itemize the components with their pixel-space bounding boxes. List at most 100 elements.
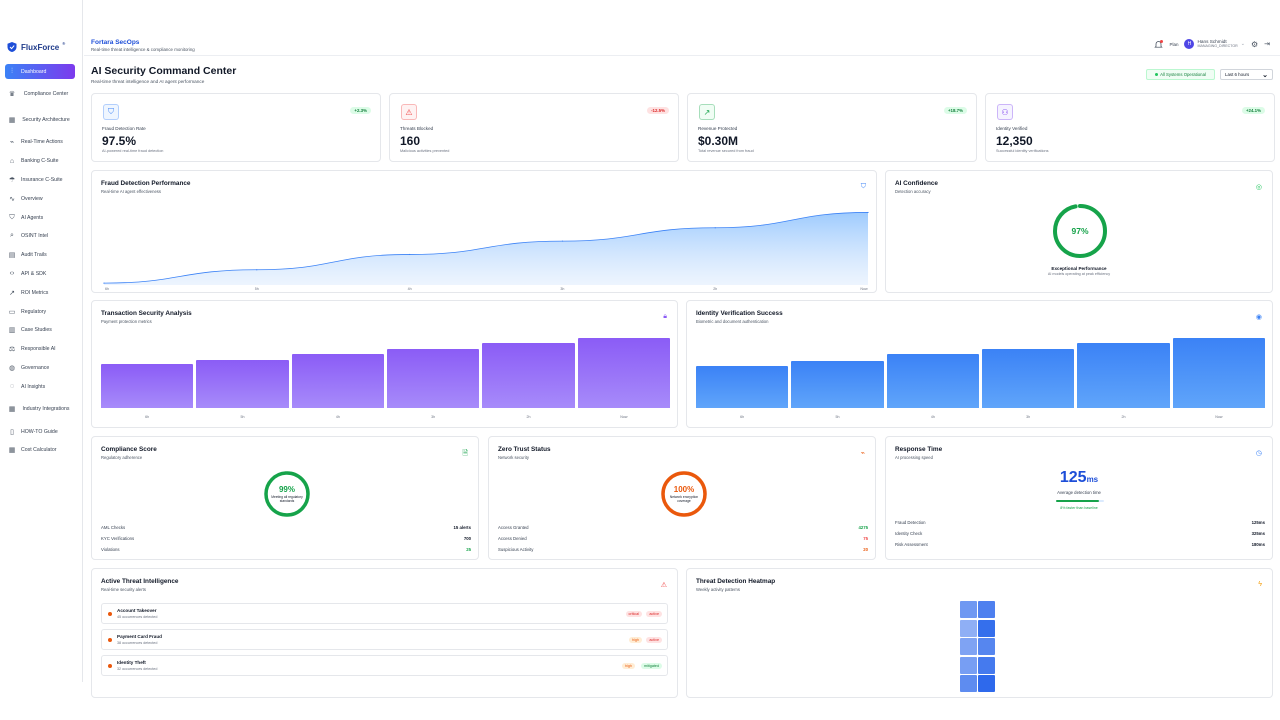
heatmap-cell[interactable] bbox=[960, 656, 977, 674]
sidebar-item-dashboard[interactable]: ⫶ Dashboard bbox=[5, 64, 75, 79]
metric-label: Access Denied bbox=[498, 535, 527, 541]
kpi-value: $0.30M bbox=[698, 134, 739, 148]
x-tick-label: 3h bbox=[560, 287, 565, 291]
bar bbox=[482, 343, 575, 408]
metric-label: Identity Check bbox=[895, 530, 923, 536]
severity-badge: high bbox=[629, 637, 642, 643]
x-tick-label: 6h bbox=[105, 287, 109, 291]
metric-label: KYC Verifications bbox=[101, 535, 135, 541]
sidebar-item-regulatory[interactable]: ▭ Regulatory bbox=[5, 302, 75, 321]
sidebar-item-roi-metrics[interactable]: ↗ ROI Metrics bbox=[5, 283, 75, 302]
x-tick-label: 3h bbox=[431, 415, 436, 419]
sidebar-item-api-sdk[interactable]: ‹› API & SDK bbox=[5, 265, 75, 284]
metric-value: 700 bbox=[463, 535, 471, 541]
sidebar-item-banking-c-suite[interactable]: ⌂ Banking C-Suite bbox=[5, 152, 75, 171]
status-text: All Systems Operational bbox=[1160, 72, 1206, 77]
sidebar-item-label: Responsible AI bbox=[21, 346, 56, 353]
response-value: 125 bbox=[1059, 469, 1087, 486]
x-tick-label: 2h bbox=[526, 415, 531, 419]
threat-dot bbox=[108, 664, 112, 668]
system-status-badge: All Systems Operational bbox=[1146, 69, 1215, 80]
time-range-select[interactable]: Last 6 hours ⌄ bbox=[1220, 69, 1273, 80]
building-icon: ▦ bbox=[8, 116, 16, 124]
warning-icon: ⚠ bbox=[401, 104, 417, 120]
threat-row[interactable]: Identity Theft 32 occurrences detected mit… bbox=[101, 655, 668, 676]
metric-value: 180ms bbox=[1251, 541, 1265, 547]
page-subtitle: Real-time threat intelligence and AI age… bbox=[91, 79, 205, 84]
heatmap-cell[interactable] bbox=[960, 638, 977, 655]
sidebar-item-insurance-c-suite[interactable]: ☂ Insurance C-Suite bbox=[5, 171, 75, 190]
eye-icon: ◉ bbox=[1255, 314, 1262, 321]
kpi-sub: Malicious activities prevented bbox=[400, 149, 450, 153]
kpi-value: 97.5% bbox=[102, 134, 137, 148]
gear-icon[interactable]: ⚙ bbox=[1250, 39, 1259, 49]
plan-label[interactable]: Plan bbox=[1169, 41, 1179, 47]
threat-row[interactable]: Account Takeover 45 occurrences detected a… bbox=[101, 603, 668, 624]
area-line bbox=[103, 212, 869, 284]
logout-icon[interactable]: ⇥ bbox=[1264, 41, 1270, 48]
crown-icon: ♛ bbox=[8, 90, 16, 98]
bar bbox=[196, 359, 289, 408]
card-title: Zero Trust Status bbox=[498, 446, 551, 453]
x-tick-label: Now bbox=[620, 415, 628, 419]
lock-icon: 🔒︎ bbox=[663, 313, 667, 320]
chevron-down-icon: ⌄ bbox=[1262, 71, 1268, 79]
sidebar-item-label: Overview bbox=[21, 195, 43, 202]
zero-trust-caption: Network encryption coverage bbox=[669, 495, 699, 503]
heatmap-cell[interactable] bbox=[978, 656, 995, 674]
sidebar-item-governance[interactable]: ◍ Governance bbox=[5, 359, 75, 378]
heatmap-cell[interactable] bbox=[978, 619, 995, 637]
sidebar-item-case-studies[interactable]: ▥ Case Studies bbox=[5, 321, 75, 340]
transaction-bar-chart: 6h 5h 4h 3h 2h Now bbox=[101, 335, 670, 419]
card-subtitle: Detection accuracy bbox=[895, 189, 931, 194]
clock-icon: ◷ bbox=[1255, 450, 1262, 457]
sidebar-item-overview[interactable]: ∿ Overview bbox=[5, 189, 75, 208]
response-note: 8% faster than baseline bbox=[1060, 506, 1098, 510]
metric-row: Fraud Detection 125ms bbox=[895, 520, 1265, 525]
card-subtitle: Payment protection metrics bbox=[101, 319, 152, 324]
sidebar-item-responsible-ai[interactable]: ⚖ Responsible AI bbox=[5, 340, 75, 359]
org-brand[interactable]: Fortara SecOps Real-time threat intellig… bbox=[91, 39, 195, 52]
heatmap-cell[interactable] bbox=[978, 601, 995, 618]
compliance-score-card: Compliance Score Regulatory adherence 🗎︎… bbox=[91, 436, 479, 560]
sidebar-item-compliance-center[interactable]: ♛ Compliance Center bbox=[5, 81, 75, 107]
metric-label: Fraud Detection bbox=[895, 520, 926, 525]
heatmap-cell[interactable] bbox=[978, 638, 995, 655]
threat-dot bbox=[108, 612, 112, 616]
sidebar-item-real-time-actions[interactable]: ⌁ Real-Time Actions bbox=[5, 133, 75, 152]
x-tick-label: 2h bbox=[1121, 415, 1126, 419]
sidebar-item-how-to-guide[interactable]: ▯ HOW-TO Guide bbox=[5, 422, 75, 441]
kpi-label: Threats Blocked bbox=[400, 126, 434, 131]
sidebar-item-label: Security Architecture bbox=[22, 116, 70, 123]
sidebar-item-audit-trails[interactable]: ▤ Audit Trails bbox=[5, 246, 75, 265]
shield-icon: ⛉ bbox=[860, 183, 866, 190]
page-title: AI Security Command Center bbox=[91, 65, 237, 77]
pulse-icon: ∿ bbox=[9, 195, 15, 203]
sidebar-item-industry-integrations[interactable]: ▦ Industry Integrations bbox=[5, 396, 75, 422]
response-unit: ms bbox=[1086, 475, 1099, 484]
user-menu[interactable]: H Hans Schmidt MANAGING_DIRECTOR ⌄ bbox=[1184, 39, 1245, 49]
logo[interactable]: FluxForce ® bbox=[6, 41, 65, 53]
threat-row[interactable]: Payment Card Fraud 38 occurrences detecte… bbox=[101, 629, 668, 650]
sidebar-item-label: ROI Metrics bbox=[21, 289, 49, 296]
bar bbox=[791, 360, 884, 408]
notification-bell-icon[interactable] bbox=[1154, 39, 1164, 49]
sidebar-item-security-architecture[interactable]: ▦ Security Architecture bbox=[5, 107, 75, 133]
heatmap-cell[interactable] bbox=[978, 675, 995, 692]
sidebar-item-osint-intel[interactable]: ⌕ OSINT Intel bbox=[5, 227, 75, 246]
heatmap-cell[interactable] bbox=[960, 601, 977, 618]
bar bbox=[291, 353, 384, 408]
sidebar-item-cost-calculator[interactable]: ▦ Cost Calculator bbox=[5, 441, 75, 460]
logo-mark: ® bbox=[62, 41, 66, 46]
status-badge: mitigated bbox=[641, 663, 662, 669]
building-icon: ▦ bbox=[8, 405, 16, 413]
heatmap-cell[interactable] bbox=[960, 675, 977, 692]
metric-row: Risk Assessment 180ms bbox=[895, 542, 1265, 547]
sidebar-item-ai-agents[interactable]: ⛉ AI Agents bbox=[5, 208, 75, 227]
heatmap-cell[interactable] bbox=[960, 619, 977, 637]
card-title: Threat Detection Heatmap bbox=[696, 578, 776, 585]
card-subtitle: Real-time security alerts bbox=[101, 587, 146, 592]
fraud-performance-card: Fraud Detection Performance Real-time AI… bbox=[91, 170, 877, 293]
response-time-card: Response Time AI processing speed ◷ 125m… bbox=[885, 436, 1273, 560]
sidebar-item-ai-insights[interactable]: ◌ AI Insights bbox=[5, 377, 75, 396]
